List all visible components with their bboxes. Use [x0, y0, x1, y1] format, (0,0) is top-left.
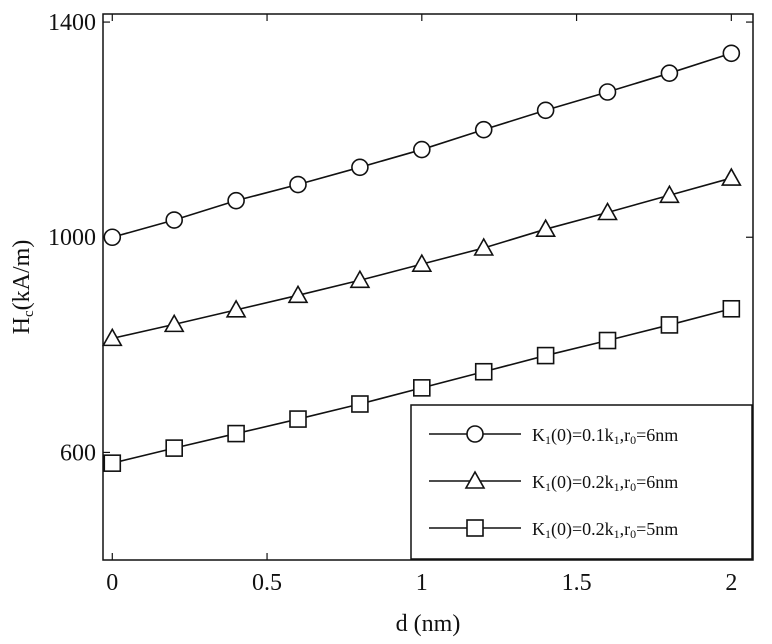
- y-axis-label: Hc(kA/m): [9, 240, 37, 335]
- data-point-circle: [289, 175, 307, 194]
- legend-text-part: (0)=0.1k: [551, 425, 614, 446]
- legend-label: K1(0)=0.2k1,r0=6nm: [532, 472, 678, 494]
- legend-subscript: 1: [614, 433, 620, 447]
- legend-text-part: ,r: [620, 519, 631, 539]
- data-point-triangle: [473, 237, 495, 256]
- data-point-square: [165, 439, 183, 457]
- legend-subscript: 0: [630, 527, 636, 541]
- legend-text-part: =5nm: [636, 519, 678, 539]
- legend-text-part: =6nm: [636, 425, 678, 445]
- data-point-square: [351, 395, 369, 413]
- x-tick-label: 1: [416, 570, 428, 596]
- data-point-triangle: [225, 299, 247, 318]
- data-point-triangle: [720, 167, 742, 186]
- data-point-circle: [103, 228, 122, 247]
- legend-text-part: ,r: [620, 472, 631, 492]
- data-point-square: [413, 379, 431, 397]
- y-tick-label: 1400: [48, 10, 96, 36]
- series-2: [101, 167, 742, 347]
- legend-text-part: (0)=0.2k: [551, 519, 614, 540]
- y-tick-label: 1000: [48, 225, 96, 251]
- legend-subscript: 1: [545, 527, 551, 541]
- legend-text-part: (0)=0.2k: [551, 472, 614, 493]
- legend-marker-triangle: [464, 470, 486, 489]
- legend-label: K1(0)=0.2k1,r0=5nm: [532, 519, 678, 541]
- legend-text-part: =6nm: [636, 472, 678, 492]
- data-point-circle: [165, 211, 183, 229]
- legend-item: K1(0)=0.2k1,r0=6nm: [429, 470, 678, 494]
- x-tick-label: 0.5: [252, 570, 282, 596]
- y-axis-label-sub: c: [21, 310, 37, 317]
- legend-item: K1(0)=0.2k1,r0=5nm: [429, 519, 678, 541]
- data-point-circle: [598, 83, 617, 101]
- data-point-circle: [536, 101, 555, 120]
- data-point-square: [289, 410, 307, 428]
- legend: K1(0)=0.1k1,r0=6nmK1(0)=0.2k1,r0=6nmK1(0…: [410, 404, 753, 560]
- series-1: [103, 44, 741, 247]
- plot-frame: [102, 13, 754, 561]
- series-3: [103, 299, 741, 472]
- data-point-circle: [474, 120, 493, 139]
- data-point-triangle: [411, 253, 433, 272]
- data-point-triangle: [659, 184, 680, 204]
- data-point-square: [103, 454, 122, 472]
- data-point-square: [722, 299, 741, 318]
- y-axis-label-prefix: H: [9, 317, 35, 334]
- data-point-circle: [413, 140, 431, 159]
- data-point-square: [536, 346, 555, 365]
- legend-text-part: ,r: [620, 425, 631, 445]
- data-point-square: [598, 331, 617, 350]
- data-point-square: [660, 316, 679, 334]
- data-point-triangle: [535, 218, 556, 237]
- data-point-triangle: [101, 327, 123, 347]
- data-point-circle: [722, 44, 741, 63]
- legend-marker-square: [466, 519, 484, 537]
- data-point-circle: [660, 64, 679, 82]
- legend-text-part: K: [532, 519, 545, 539]
- y-tick-label: 600: [60, 440, 96, 466]
- x-axis-label: d (nm): [396, 611, 461, 637]
- data-point-triangle: [287, 284, 309, 304]
- x-tick-label: 1.5: [562, 570, 592, 596]
- legend-marker-circle: [466, 425, 484, 443]
- legend-subscript: 1: [545, 433, 551, 447]
- x-tick-label: 2: [725, 570, 737, 596]
- legend-label: K1(0)=0.1k1,r0=6nm: [532, 425, 678, 447]
- legend-text-part: K: [532, 425, 545, 445]
- data-point-square: [227, 424, 245, 443]
- data-point-triangle: [163, 313, 185, 333]
- data-point-triangle: [597, 201, 618, 221]
- legend-subscript: 0: [630, 480, 636, 494]
- x-tick-label: 0: [106, 570, 118, 596]
- legend-subscript: 1: [614, 527, 620, 541]
- y-axis-label-suffix: (kA/m): [9, 240, 35, 311]
- legend-text-part: K: [532, 472, 545, 492]
- data-point-triangle: [349, 269, 371, 289]
- plot-area: [101, 13, 754, 561]
- legend-subscript: 1: [545, 480, 551, 494]
- data-point-circle: [351, 158, 369, 177]
- data-point-square: [474, 362, 493, 381]
- data-point-circle: [227, 191, 245, 210]
- legend-subscript: 1: [614, 480, 620, 494]
- legend-subscript: 0: [630, 433, 636, 447]
- legend-item: K1(0)=0.1k1,r0=6nm: [429, 425, 678, 447]
